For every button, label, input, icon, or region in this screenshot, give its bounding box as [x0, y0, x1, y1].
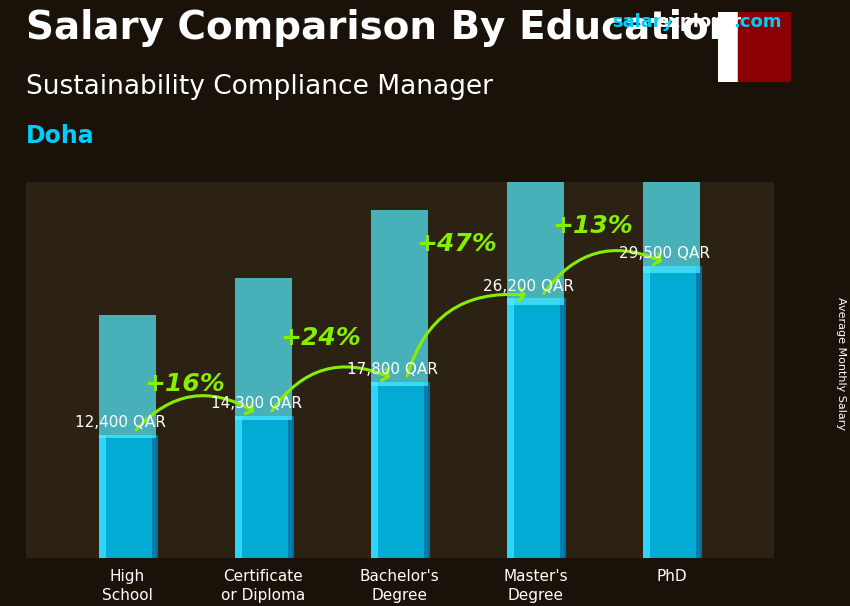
Text: .com: .com — [733, 13, 781, 32]
Text: Sustainability Compliance Manager: Sustainability Compliance Manager — [26, 74, 492, 100]
Bar — [643, 266, 700, 558]
Polygon shape — [739, 66, 750, 74]
Bar — [695, 266, 702, 558]
Bar — [718, 12, 739, 82]
Bar — [371, 382, 428, 558]
Bar — [235, 278, 292, 420]
Polygon shape — [739, 28, 750, 35]
Bar — [643, 266, 649, 558]
Polygon shape — [739, 12, 750, 20]
Bar — [99, 435, 105, 558]
Bar — [99, 315, 156, 438]
Polygon shape — [739, 74, 750, 82]
Text: explorer: explorer — [656, 13, 741, 32]
Text: +13%: +13% — [552, 215, 633, 238]
Bar — [507, 46, 564, 305]
Text: Doha: Doha — [26, 124, 94, 148]
Text: 29,500 QAR: 29,500 QAR — [619, 246, 711, 261]
Bar — [423, 382, 430, 558]
Polygon shape — [739, 51, 750, 59]
Bar — [371, 210, 428, 386]
Bar — [643, 0, 700, 273]
Polygon shape — [739, 35, 750, 43]
Text: Average Monthly Salary: Average Monthly Salary — [836, 297, 846, 430]
Text: +16%: +16% — [144, 372, 225, 396]
Bar — [151, 435, 158, 558]
Bar — [507, 299, 513, 558]
Text: salary: salary — [612, 13, 673, 32]
Text: 26,200 QAR: 26,200 QAR — [483, 279, 575, 293]
Bar — [507, 299, 564, 558]
Bar — [99, 435, 156, 558]
Text: Salary Comparison By Education: Salary Comparison By Education — [26, 9, 736, 47]
Polygon shape — [739, 43, 750, 51]
Text: +24%: +24% — [280, 326, 361, 350]
Text: 17,800 QAR: 17,800 QAR — [348, 362, 438, 376]
Bar — [235, 416, 292, 558]
Bar — [559, 299, 566, 558]
Text: +47%: +47% — [416, 232, 497, 256]
Bar — [287, 416, 294, 558]
Polygon shape — [739, 59, 750, 66]
Text: 14,300 QAR: 14,300 QAR — [211, 396, 303, 411]
Text: 12,400 QAR: 12,400 QAR — [76, 415, 166, 430]
Bar — [371, 382, 377, 558]
Polygon shape — [739, 20, 750, 28]
Bar — [235, 416, 241, 558]
